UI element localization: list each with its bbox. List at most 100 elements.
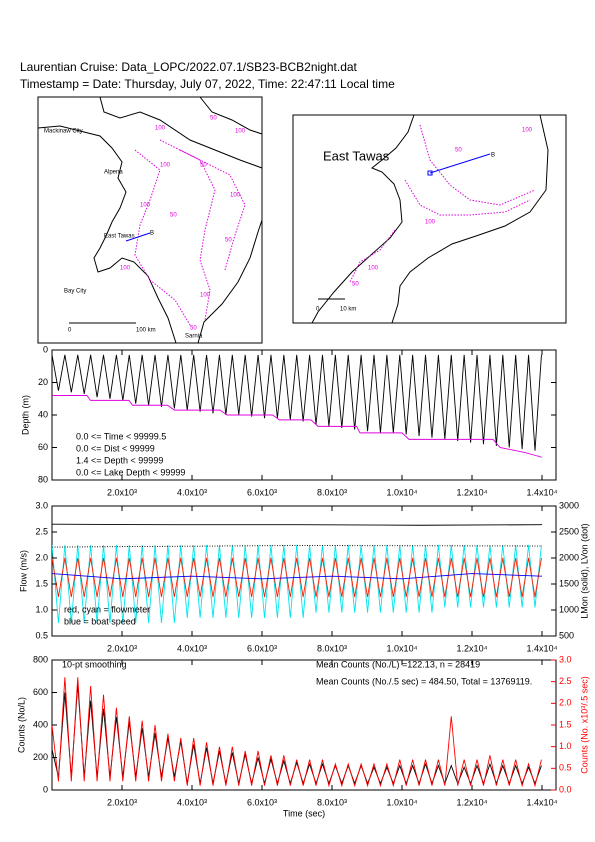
contour-label: 50 (225, 238, 232, 244)
y-tick-label: 1.0 (35, 604, 48, 614)
place-label: Alpena (104, 170, 123, 176)
contour-label: 50 (170, 213, 177, 219)
x-tick-label: 1.4x10⁴ (527, 487, 558, 497)
y-tick-label: 2.0 (35, 552, 48, 562)
contour-label: 100 (522, 128, 533, 134)
scale-label: 0 (68, 328, 72, 334)
y-tick-label: 80 (38, 474, 48, 484)
contour (419, 124, 536, 206)
series-line (52, 523, 543, 526)
y-tick-label: 3.0 (35, 500, 48, 510)
y-tick-label: 600 (33, 687, 48, 697)
place-label: Bay City (64, 289, 86, 295)
y-tick-label: 1.5 (35, 578, 48, 588)
x-tick-label: 1.4x10⁴ (527, 797, 558, 807)
y-axis-label: Counts (No/L) (16, 697, 26, 753)
series-line (52, 545, 543, 548)
x-tick-label: 6.0x10³ (247, 487, 277, 497)
x-tick-label: 8.0x10³ (317, 487, 347, 497)
y-tick-label: 40 (38, 409, 48, 419)
y-axis-label: Flow (m/s) (18, 550, 28, 592)
y2-tick-label: 2.5 (559, 676, 572, 686)
annotation: 0.0 <= Time < 99999.5 (76, 431, 166, 441)
x-tick-label: 6.0x10³ (247, 797, 277, 807)
plot-area (52, 523, 543, 624)
contour-label: 100 (160, 163, 171, 169)
y-tick-label: 200 (33, 752, 48, 762)
y2-tick-label: 1.0 (559, 741, 572, 751)
x-tick-label: 8.0x10³ (317, 797, 347, 807)
y-tick-label: 0 (43, 784, 48, 794)
y2-tick-label: 1500 (559, 578, 579, 588)
track-label: B (491, 153, 495, 159)
annotation: 10-pt smoothing (62, 659, 127, 669)
scale-label: 10 km (340, 307, 356, 313)
annotation: blue = boat speed (64, 616, 136, 626)
y-axis-label: Depth (m) (20, 395, 30, 435)
annotation: red, cyan = flowmeter (64, 604, 150, 614)
map-frame (292, 114, 567, 324)
place-label: Sarnia (185, 334, 203, 340)
coastline (37, 125, 177, 344)
contour (134, 149, 191, 326)
annotation: 1.4 <= Depth < 99999 (76, 455, 163, 465)
contour-label: 100 (425, 220, 436, 226)
scale-label: 100 km (136, 328, 156, 334)
contour-label: 100 (140, 203, 151, 209)
contour-label: 50 (352, 282, 359, 288)
annotation: Mean Counts (No./L) =122.13, n = 28419 (316, 659, 480, 669)
y-tick-label: 0.5 (35, 630, 48, 640)
track (125, 232, 151, 242)
x-tick-label: 2.0x10³ (107, 643, 137, 653)
contour-label: 50 (190, 326, 197, 332)
contour (349, 229, 396, 283)
y2-axis-label: LMon (solid), LVon (dot) (579, 523, 589, 618)
contour-label: 100 (155, 126, 166, 132)
place-label: Mackinaw City (44, 129, 83, 135)
y2-tick-label: 1.5 (559, 719, 572, 729)
coastline (311, 114, 415, 324)
series-line (52, 395, 543, 458)
y-tick-label: 2.5 (35, 526, 48, 536)
y-tick-label: 800 (33, 654, 48, 664)
coastline (197, 219, 263, 344)
track-label: B (150, 231, 154, 237)
x-tick-label: 1.2x10⁴ (457, 643, 488, 653)
track (429, 153, 491, 174)
scale-label: 0 (316, 307, 320, 313)
place-label: East Tawas (323, 148, 390, 163)
y2-tick-label: 2500 (559, 526, 579, 536)
y2-axis-label: Counts (No. x10³/.5 sec) (579, 676, 589, 774)
track-start (427, 170, 433, 176)
plot-area (52, 677, 542, 788)
x-tick-label: 2.0x10³ (107, 797, 137, 807)
x-tick-label: 1.0x10⁴ (387, 487, 418, 497)
coastline (199, 96, 263, 135)
contour (179, 149, 246, 271)
y2-tick-label: 2.0 (559, 698, 572, 708)
contour-label: 50 (210, 116, 217, 122)
left-map: Mackinaw City Alpena East Tawas Bay City… (37, 96, 263, 344)
contour-label: 100 (200, 293, 211, 299)
y-tick-label: 60 (38, 442, 48, 452)
x-tick-label: 2.0x10³ (107, 487, 137, 497)
contour (404, 179, 531, 216)
coastline (99, 96, 263, 169)
y2-tick-label: 1000 (559, 604, 579, 614)
y-tick-label: 0 (43, 344, 48, 354)
series-line (52, 557, 542, 598)
plot-frame (51, 505, 557, 637)
contour-label: 50 (455, 148, 462, 154)
x-tick-label: 4.0x10³ (177, 487, 207, 497)
contour-label: 100 (368, 266, 379, 272)
x-tick-label: 1.4x10⁴ (527, 643, 558, 653)
x-tick-label: 4.0x10³ (177, 797, 207, 807)
annotation: Mean Counts (No./.5 sec) = 484.50, Total… (316, 676, 532, 686)
y2-tick-label: 0.5 (559, 763, 572, 773)
y2-tick-label: 0.0 (559, 784, 572, 794)
contour-label: 50 (200, 163, 207, 169)
annotation: 0.0 <= Lake Depth < 99999 (76, 467, 185, 477)
y2-tick-label: 3000 (559, 500, 579, 510)
